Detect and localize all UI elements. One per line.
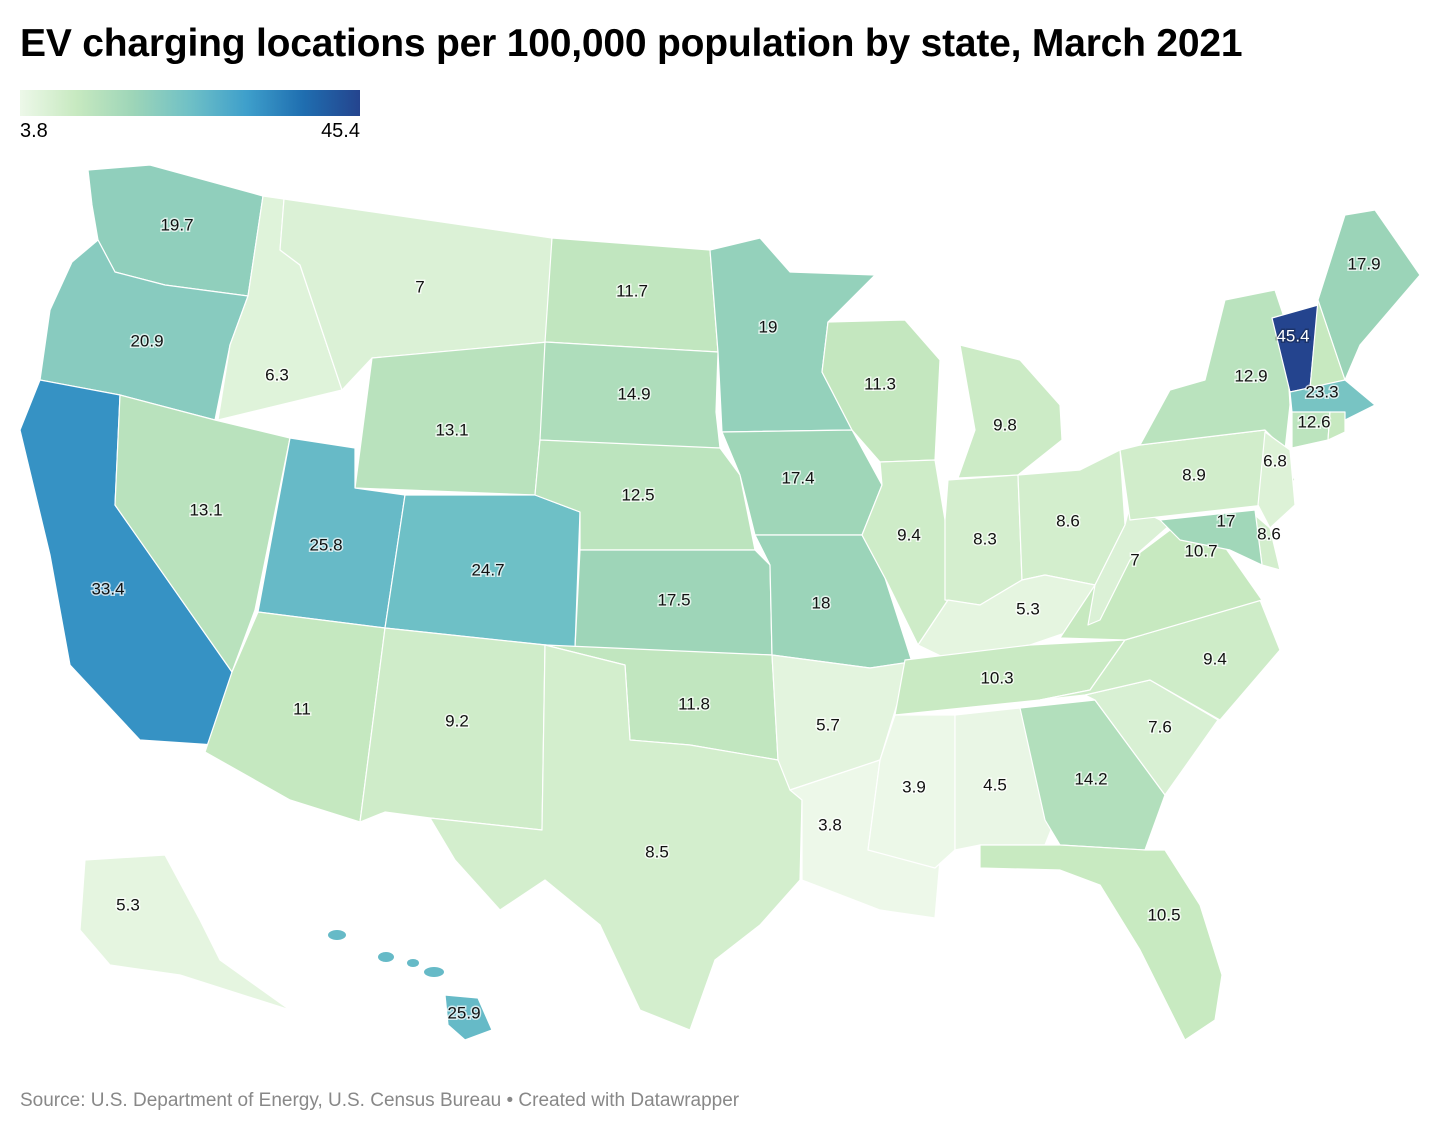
- value-label-wi: 11.3: [864, 374, 896, 393]
- legend-gradient: [20, 90, 360, 116]
- value-label-ks: 17.5: [657, 590, 690, 609]
- value-label-vt: 45.4: [1276, 326, 1309, 345]
- value-label-ms: 3.9: [902, 777, 926, 796]
- value-label-ak: 5.3: [116, 895, 140, 914]
- value-label-il: 9.4: [897, 525, 921, 544]
- state-wy[interactable]: [354, 341, 549, 496]
- state-ak[interactable]: [79, 854, 291, 1011]
- value-label-nm: 9.2: [445, 711, 469, 730]
- value-label-tx: 8.5: [645, 842, 669, 861]
- value-label-hi: 25.9: [447, 1003, 480, 1022]
- value-label-nv: 13.1: [189, 500, 222, 519]
- value-label-in: 8.3: [973, 529, 997, 548]
- value-label-ia: 17.4: [781, 468, 814, 487]
- value-label-wy: 13.1: [435, 420, 468, 439]
- state-hi-island-1[interactable]: [328, 930, 346, 940]
- value-label-al: 4.5: [983, 775, 1007, 794]
- value-label-nj: 6.8: [1263, 451, 1287, 470]
- state-ri[interactable]: [1327, 411, 1346, 441]
- state-ma[interactable]: [1289, 379, 1376, 421]
- value-label-ok: 11.8: [678, 694, 710, 713]
- value-label-nc: 9.4: [1203, 649, 1227, 668]
- value-label-or: 20.9: [130, 331, 163, 350]
- value-label-ca: 33.4: [91, 579, 124, 598]
- value-label-tn: 10.3: [980, 668, 1013, 687]
- value-label-ct: 12.6: [1297, 412, 1330, 431]
- value-label-nd: 11.7: [616, 281, 648, 300]
- value-label-wv: 7: [1130, 550, 1139, 569]
- state-nj[interactable]: [1257, 431, 1296, 529]
- state-nv[interactable]: [114, 394, 291, 673]
- state-hi-island-3[interactable]: [407, 959, 419, 967]
- chart-title: EV charging locations per 100,000 popula…: [20, 22, 1243, 65]
- legend-min-label: 3.8: [20, 120, 48, 142]
- value-label-pa: 8.9: [1182, 465, 1206, 484]
- value-label-sc: 7.6: [1148, 717, 1172, 736]
- state-nc[interactable]: [1039, 599, 1281, 721]
- value-label-ut: 25.8: [309, 535, 342, 554]
- value-label-oh: 8.6: [1056, 511, 1080, 530]
- legend-max-label: 45.4: [321, 120, 360, 142]
- color-legend: 3.8 45.4: [20, 90, 360, 142]
- value-label-md: 17: [1217, 511, 1236, 530]
- state-co[interactable]: [384, 494, 581, 649]
- value-label-ga: 14.2: [1074, 769, 1107, 788]
- value-label-me: 17.9: [1347, 254, 1380, 273]
- state-fl[interactable]: [979, 844, 1223, 1041]
- state-tx[interactable]: [429, 644, 803, 1031]
- value-label-sd: 14.9: [617, 384, 650, 403]
- state-hi-island-2[interactable]: [378, 952, 394, 962]
- value-label-az: 11: [293, 699, 311, 718]
- state-mi[interactable]: [957, 344, 1063, 479]
- value-label-id: 6.3: [265, 365, 289, 384]
- value-label-mo: 18: [812, 593, 831, 612]
- value-label-ar: 5.7: [816, 715, 840, 734]
- source-note: Source: U.S. Department of Energy, U.S. …: [20, 1090, 740, 1111]
- state-hi-island-4[interactable]: [424, 967, 444, 977]
- value-label-wa: 19.7: [160, 215, 193, 234]
- state-hi[interactable]: [444, 994, 493, 1041]
- value-label-ky: 5.3: [1016, 599, 1040, 618]
- value-label-ma: 23.3: [1305, 382, 1338, 401]
- state-md[interactable]: [1159, 509, 1263, 566]
- value-label-ny: 12.9: [1234, 366, 1267, 385]
- value-label-mt: 7: [415, 277, 424, 296]
- value-label-mi: 9.8: [993, 415, 1017, 434]
- value-label-la: 3.8: [818, 815, 842, 834]
- value-label-de: 8.6: [1257, 524, 1281, 543]
- value-label-fl: 10.5: [1147, 905, 1180, 924]
- state-value-labels: 19.7 20.9 33.4 6.3 13.1 7 13.1 25.8 24.7 11 9.2 11.…: [90, 214, 1382, 1024]
- value-label-co: 24.7: [471, 560, 504, 579]
- value-label-ne: 12.5: [621, 485, 654, 504]
- state-shapes: [19, 164, 1421, 1041]
- value-label-va: 10.7: [1184, 541, 1217, 560]
- us-map: 19.7 20.9 33.4 6.3 13.1 7 13.1 25.8 24.7 11 9.2 11.…: [19, 164, 1421, 1041]
- value-label-mn: 19: [759, 317, 778, 336]
